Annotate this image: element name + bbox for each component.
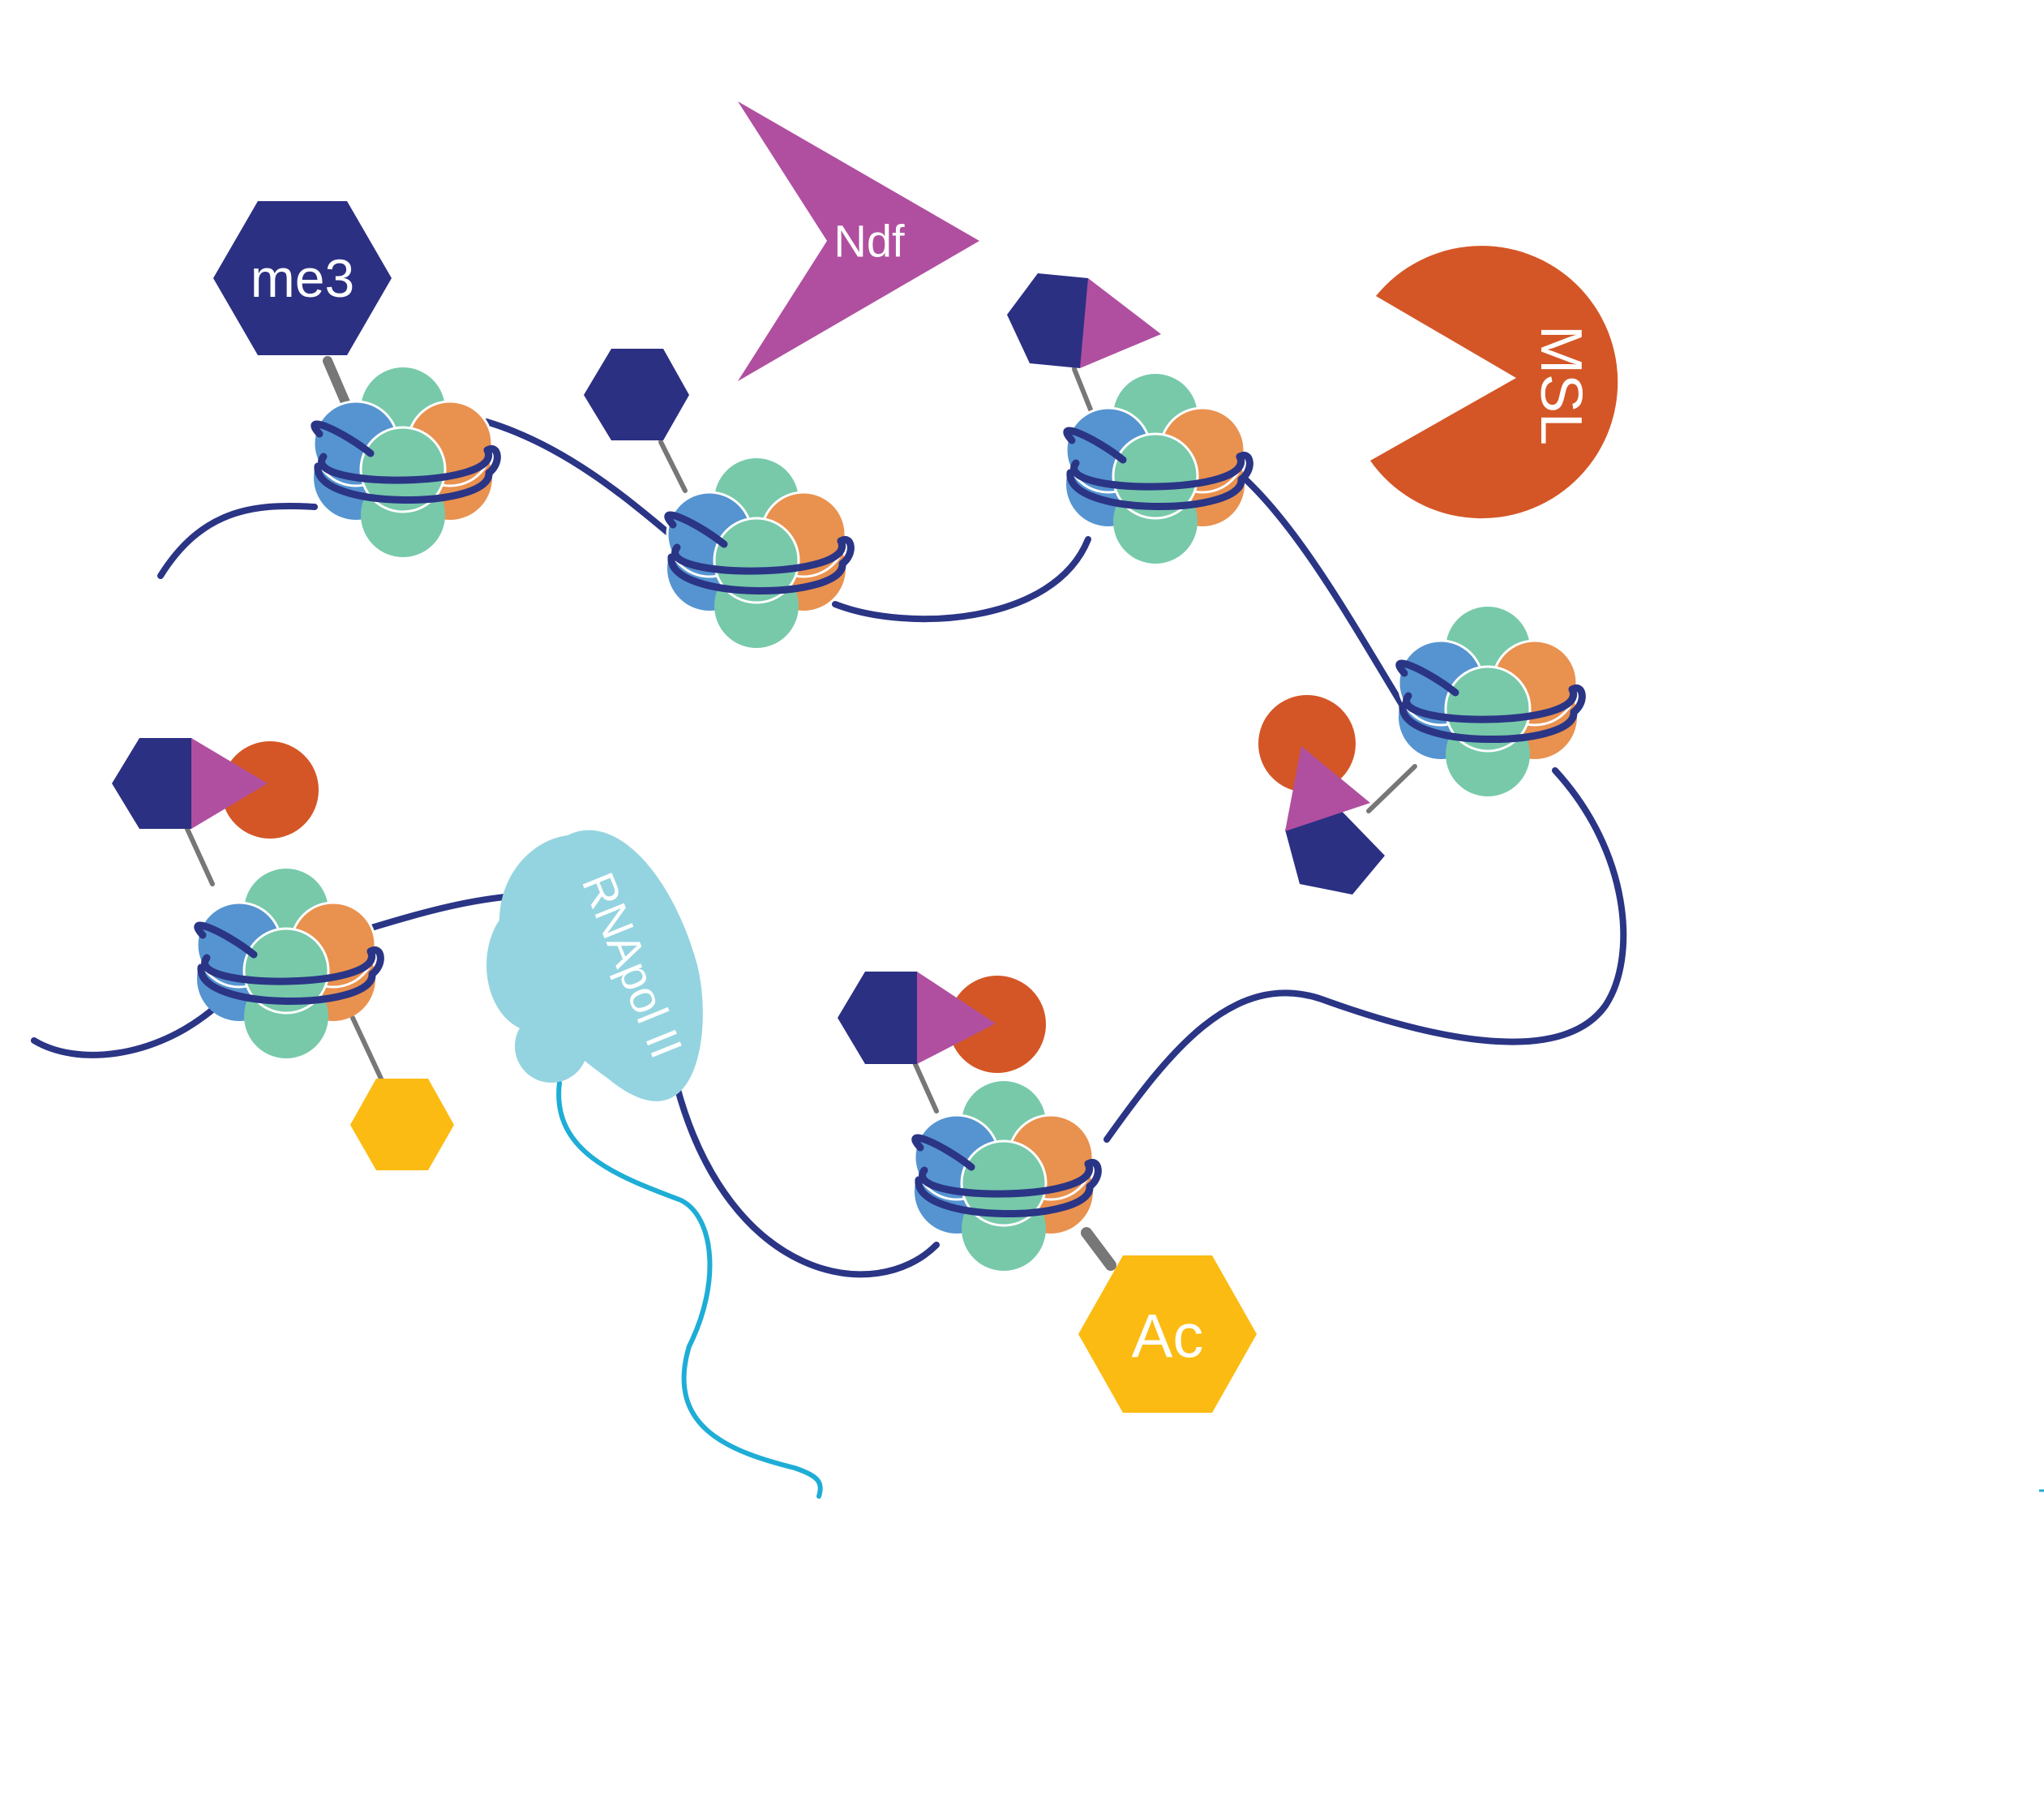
msl-ndf-methyl-mark [112, 738, 319, 839]
blob-icon [515, 1010, 588, 1083]
methyl-ndf-mark [1007, 273, 1161, 368]
hexagon-icon [1078, 1255, 1257, 1413]
rna-strand [556, 1080, 823, 1499]
me3-label: me3 [251, 248, 354, 308]
hexagon-icon [1285, 803, 1385, 895]
triangle-icon [191, 738, 268, 829]
msl-circle [1258, 695, 1356, 792]
ndf-label: Ndf [833, 216, 905, 267]
blob-icon [486, 899, 584, 1032]
triangle-icon [1080, 278, 1161, 368]
ac-label: Ac [1132, 1302, 1204, 1371]
msl-label: MSL [1528, 325, 1593, 445]
triangle-icon [1285, 746, 1370, 831]
nucleosome-icon [197, 869, 380, 1058]
hexagon-icon [213, 201, 392, 355]
msl-circle [221, 741, 319, 839]
msl-circle [949, 976, 1046, 1073]
dna-strand [31, 418, 1627, 1278]
acetyl-mark [350, 1079, 454, 1170]
ac-mark: Ac [1078, 1255, 1257, 1413]
rnapol-ii: RNApol II [486, 830, 703, 1101]
triangle-icon [738, 101, 979, 381]
triangle-icon [917, 972, 996, 1064]
hexagon-icon [350, 1079, 454, 1170]
nucleosome-icon [667, 458, 851, 648]
pacman-icon [1370, 246, 1618, 519]
ndf-protein: Ndf [738, 101, 979, 381]
me3-mark: me3 [213, 201, 392, 355]
methyl-mark [584, 349, 689, 440]
msl-complex: MSL [1370, 246, 1618, 519]
nucleosome-icon [1066, 374, 1249, 564]
msl-ndf-methyl-mark [1258, 695, 1385, 895]
msl-ndf-methyl-mark [838, 972, 1046, 1073]
nucleosome-icon [915, 1081, 1098, 1271]
hexagon-icon [584, 349, 689, 440]
blob-icon [499, 830, 703, 1101]
